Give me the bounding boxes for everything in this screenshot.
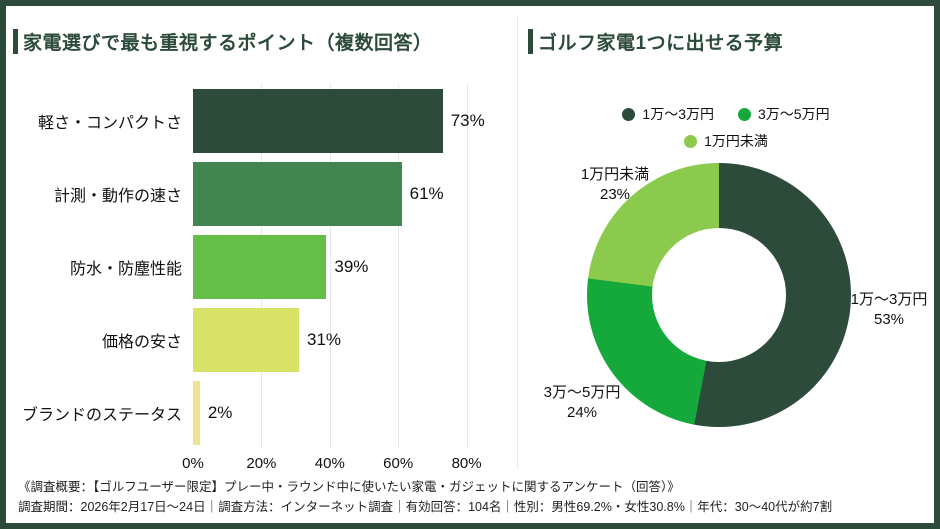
bar-row: 軽さ・コンパクトさ 73% [6, 84, 518, 157]
bar-value-label: 31% [307, 329, 342, 349]
bar-category-label: ブランドのステータス [21, 406, 182, 424]
legend-label: 1万円未満 [704, 133, 768, 149]
donut-legend: 1万〜3万円 3万〜5万円 1万円未満 [518, 104, 934, 151]
legend-dot-icon [684, 134, 698, 148]
bar-category-label: 計測・動作の速さ [53, 187, 182, 205]
bar-chart-panel: 家電選びで最も重視するポイント（複数回答） 軽さ・コンパクトさ 73% 計測・動作の… [6, 6, 518, 476]
legend-dot-icon [738, 107, 751, 121]
bar-row: 計測・動作の速さ 61% [6, 157, 518, 230]
title-accent-bar [528, 29, 533, 54]
bar-chart-title-text: 家電選びで最も重視するポイント（複数回答） [23, 33, 433, 54]
bar-category-label: 軽さ・コンパクトさ [37, 114, 182, 132]
bar-rect [193, 161, 402, 226]
survey-footnote-line1: 《調査概要：【ゴルフユーザー限定】プレー中・ラウンド中に使いたい家電・ガジェット… [18, 480, 680, 494]
bar-category-label: 防水・防塵性能 [69, 260, 182, 278]
bar-rect [193, 88, 443, 153]
donut-label-pct: 53% [873, 311, 905, 328]
legend-dot-icon [622, 107, 636, 121]
x-axis-tick-label: 80% [451, 455, 482, 472]
donut-label-text: 3万〜5万円 [543, 384, 621, 401]
bar-chart-plot: 軽さ・コンパクトさ 73% 計測・動作の速さ 61% 防水・防塵性能 39% 価格の安さ 31… [6, 84, 518, 449]
donut-chart-title-text: ゴルフ家電1つに出せる予算 [538, 33, 784, 54]
bar-chart-x-axis: 0% 20% 40% 60% 80% [6, 449, 518, 475]
x-axis-tick-label: 60% [383, 455, 414, 472]
donut-hole [652, 228, 786, 362]
donut-label-text: 1万円未満 [580, 166, 650, 183]
bar-chart: 軽さ・コンパクトさ 73% 計測・動作の速さ 61% 防水・防塵性能 39% 価格の安さ 31… [6, 84, 518, 475]
gridline [398, 84, 400, 449]
bar-value-label: 39% [334, 256, 369, 276]
bar-row: 価格の安さ 31% [6, 303, 518, 376]
bar-rect [193, 380, 200, 445]
donut-label-under1: 1万円未満 23% [581, 165, 649, 205]
legend-row: 1万〜3万円 3万〜5万円 [622, 104, 830, 124]
legend-label: 3万〜5万円 [758, 106, 830, 122]
bar-value-label: 61% [409, 183, 444, 203]
donut-label-3to5: 3万〜5万円 24% [544, 383, 621, 423]
gridline [466, 84, 468, 449]
bar-chart-title: 家電選びで最も重視するポイント（複数回答） [13, 28, 433, 55]
legend-label: 1万〜3万円 [642, 106, 714, 122]
legend-item-1to3: 1万〜3万円 [622, 104, 714, 124]
survey-footnote-line2: 調査期間：2026年2月17日〜24日｜調査方法：インターネット調査｜有効回答：… [18, 500, 833, 514]
bar-rect [193, 307, 300, 372]
bar-track: 2% [193, 380, 518, 445]
donut-label-pct: 24% [566, 404, 598, 421]
x-axis-tick-label: 40% [314, 455, 345, 472]
x-axis-tick-label: 0% [182, 455, 204, 472]
donut-label-text: 1万〜3万円 [850, 291, 928, 308]
bar-rect [193, 234, 327, 299]
bar-category-label: 価格の安さ [101, 333, 182, 351]
bar-track: 39% [193, 234, 518, 299]
donut-label-pct: 23% [599, 186, 631, 203]
legend-row: 1万円未満 [684, 131, 768, 151]
legend-item-3to5: 3万〜5万円 [738, 104, 830, 124]
survey-footnote: 《調査概要：【ゴルフユーザー限定】プレー中・ラウンド中に使いたい家電・ガジェット… [18, 477, 928, 517]
bar-row: 防水・防塵性能 39% [6, 230, 518, 303]
donut-chart [587, 163, 851, 427]
gridline [329, 84, 331, 449]
donut-label-1to3: 1万〜3万円 53% [851, 290, 928, 330]
bar-row: ブランドのステータス 2% [6, 376, 518, 449]
title-accent-bar [13, 29, 18, 54]
legend-item-under1: 1万円未満 [684, 131, 768, 151]
bar-track: 31% [193, 307, 518, 372]
bar-value-label: 73% [450, 110, 485, 130]
x-axis-tick-label: 20% [246, 455, 277, 472]
bar-value-label: 2% [207, 402, 233, 422]
bar-track: 61% [193, 161, 518, 226]
panel-divider [517, 16, 518, 468]
bar-track: 73% [193, 88, 518, 153]
donut-chart-panel: ゴルフ家電1つに出せる予算 1万〜3万円 3万〜5万円 1万円未満 [518, 6, 934, 476]
donut-chart-title: ゴルフ家電1つに出せる予算 [528, 28, 783, 55]
